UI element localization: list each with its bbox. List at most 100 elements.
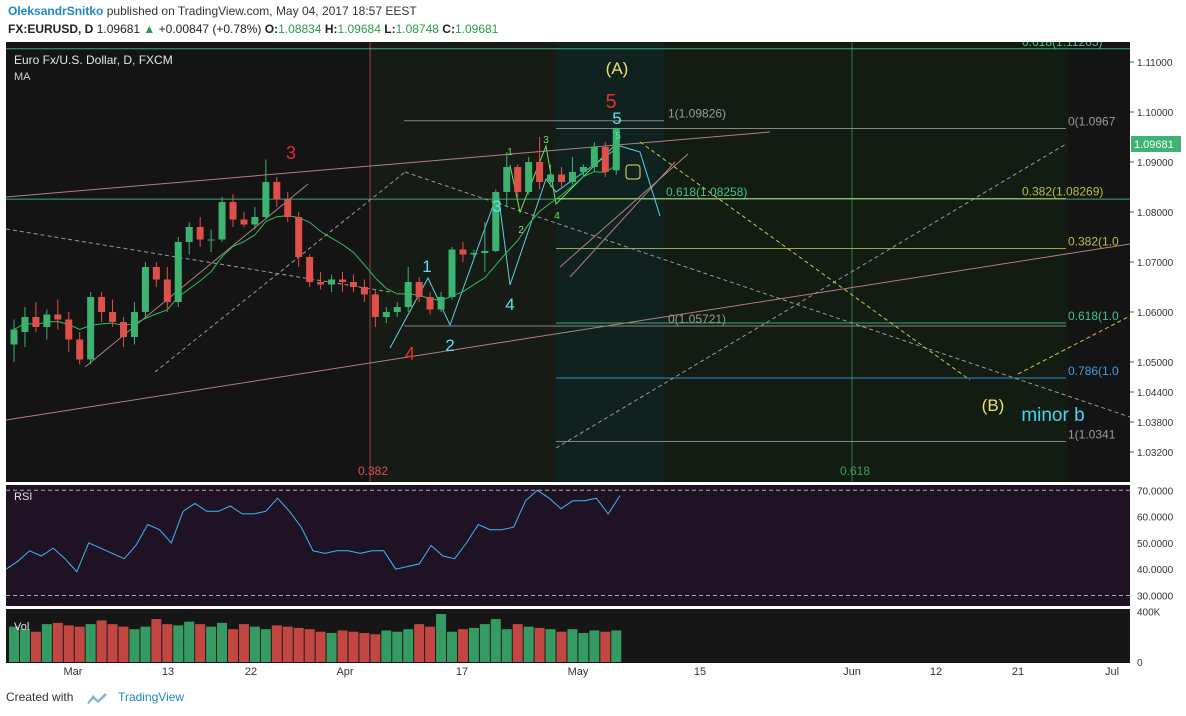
last-price-badge-text: 1.09681: [1134, 139, 1174, 151]
fib-level-label: 1(1.09826): [668, 107, 726, 121]
volume-bar: [578, 632, 589, 662]
footer: Created with TradingView: [6, 690, 184, 705]
candle-body: [514, 167, 522, 192]
candle-body: [437, 297, 445, 310]
candle-body: [601, 147, 609, 172]
rsi-tick-label: 30.0000: [1137, 591, 1174, 602]
volume-bar: [238, 624, 249, 662]
projection-c-line: [1017, 315, 1131, 375]
volume-tick-label: 0: [1137, 658, 1143, 669]
candle-body: [393, 307, 401, 312]
candle-body: [503, 167, 511, 192]
candle-body: [525, 162, 533, 192]
volume-bar: [348, 631, 359, 662]
time-tick-label: 13: [162, 666, 174, 678]
volume-bar: [589, 630, 600, 662]
fib-zone-highlight: [556, 42, 664, 482]
open-value: 1.08834: [278, 22, 322, 36]
rsi-line: [5, 489, 621, 573]
fib-level-label: 0(1.0967: [1068, 115, 1116, 129]
rising-dash-line: [154, 171, 406, 373]
candle-body: [448, 249, 456, 297]
candle-body: [568, 172, 576, 182]
rsi-tick-label: 60.0000: [1137, 513, 1174, 524]
rsi-pane[interactable]: [6, 485, 1130, 606]
volume-bar: [512, 624, 523, 662]
last-price-badge: [1131, 136, 1181, 152]
volume-bar: [392, 631, 403, 662]
candle-body: [481, 251, 489, 253]
price-tick-label: 1.05000: [1137, 358, 1174, 369]
volume-bar: [195, 624, 206, 662]
projection-abc-line: [639, 141, 971, 381]
rsi-tick-label: 40.0000: [1137, 565, 1174, 576]
volume-bar: [30, 631, 41, 662]
candle-body: [98, 297, 106, 312]
volume-bar: [184, 621, 195, 662]
candle-body: [612, 127, 620, 171]
tradingview-link[interactable]: TradingView: [118, 690, 185, 704]
low-label: L:: [384, 22, 396, 36]
candle-body: [240, 219, 248, 225]
time-tick-label: Jun: [843, 666, 861, 678]
volume-bar: [567, 629, 578, 662]
candle-body: [470, 253, 478, 255]
author-link[interactable]: OleksandrSnitko: [8, 4, 104, 18]
volume-bar: [249, 626, 260, 662]
volume-bar: [425, 626, 436, 662]
volume-bar: [457, 629, 468, 662]
candle-body: [371, 294, 379, 317]
wave-label: 4: [554, 211, 560, 222]
wave-label: 1: [422, 257, 431, 276]
time-tick-label: Apr: [336, 666, 353, 678]
marker-box: [625, 164, 641, 180]
price-tick-label: 1.07000: [1137, 258, 1174, 269]
projection-zone: [664, 42, 1068, 482]
symbol: FX:EURUSD, D: [8, 22, 94, 36]
volume-bar: [151, 619, 162, 662]
candle-body: [590, 147, 598, 167]
candle-body: [547, 174, 555, 182]
fib-level-label: 0.786(1.0: [1068, 364, 1119, 378]
volume-bar: [228, 629, 238, 662]
price-tick-label: 1.03800: [1137, 418, 1174, 429]
fib-level-label: 0.618(1.08258): [666, 185, 747, 199]
volume-bar: [556, 631, 567, 662]
candle-body: [196, 227, 204, 240]
subwave-count-path: [509, 139, 621, 214]
time-tick-label: 21: [1012, 666, 1024, 678]
wave-label: 5: [615, 131, 621, 142]
candle-body: [54, 314, 62, 320]
volume-bar: [206, 626, 217, 662]
time-scale[interactable]: [0, 663, 1186, 682]
descending-dash-line: [5, 228, 391, 293]
volume-bar: [490, 619, 501, 662]
chart-area[interactable]: 0.618(1.11265) 1(1.09826) 0(1.0967 0.618(1.…: [0, 42, 1186, 682]
candle-body: [207, 239, 215, 241]
candle-body: [339, 279, 346, 282]
moving-average: [13, 164, 617, 331]
time-tick-label: 17: [456, 666, 468, 678]
wave-label: 2: [518, 225, 524, 236]
time-tick-label: Mar: [64, 666, 83, 678]
candle-body: [76, 339, 84, 360]
high-label: H:: [324, 22, 338, 36]
price-tick-label: 1.08000: [1137, 208, 1174, 219]
price-ticks: 1.11000 1.10000 1.09000 1.08000 1.07000 1.060…: [1130, 58, 1174, 459]
volume-bars: 400K 0: [9, 608, 1161, 669]
price-change: +0.00847 (+0.78%): [158, 22, 262, 36]
candle-body: [218, 202, 226, 240]
volume-bar: [129, 629, 140, 662]
volume-bar: [523, 626, 534, 662]
volume-bar: [271, 625, 282, 662]
up-arrow-icon: ▲: [143, 22, 156, 36]
wave-label: 1: [507, 147, 513, 158]
last-price: 1.09681: [96, 22, 141, 36]
wave-label: 2: [445, 336, 454, 355]
volume-bar: [260, 629, 271, 662]
candle-body: [10, 329, 18, 345]
candle-body: [185, 227, 193, 242]
volume-bar: [545, 629, 556, 662]
volume-bar: [282, 626, 293, 662]
